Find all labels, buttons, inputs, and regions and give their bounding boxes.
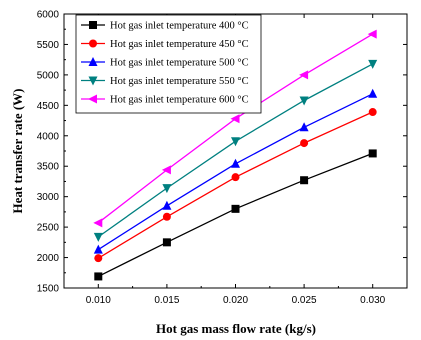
- legend: Hot gas inlet temperature 400 °C Hot gas …: [75, 14, 262, 114]
- data-point: [368, 88, 378, 98]
- x-tick-label: 0.020: [223, 295, 248, 306]
- y-tick-label: 3500: [37, 162, 60, 173]
- y-axis-title: Heat transfer rate (W): [10, 88, 25, 213]
- x-tick-label: 0.025: [292, 295, 317, 306]
- legend-box: [75, 14, 262, 114]
- legend-label: Hot gas inlet temperature 400 °C: [110, 21, 249, 32]
- y-tick-label: 3000: [37, 192, 60, 203]
- y-tick-label: 5000: [37, 70, 60, 81]
- y-tick-label: 4000: [37, 131, 60, 142]
- y-axis: 1500 2000 2500 3000 3500 4000 4500 5000 5500 6000: [37, 10, 407, 295]
- legend-marker: [88, 76, 98, 86]
- data-point: [230, 114, 240, 124]
- data-point: [368, 108, 377, 117]
- legend-label: Hot gas inlet temperature 600 °C: [110, 95, 249, 106]
- data-point: [367, 29, 377, 39]
- series-4: [93, 29, 377, 228]
- data-point: [368, 59, 378, 69]
- series-line: [97, 111, 373, 259]
- legend-marker: [88, 57, 98, 66]
- y-tick-label: 1500: [37, 284, 60, 295]
- data-point: [161, 165, 171, 175]
- data-point: [94, 272, 103, 281]
- x-tick-label: 0.010: [86, 295, 111, 306]
- series-3: [93, 59, 378, 242]
- data-point: [231, 137, 240, 147]
- data-point: [94, 254, 103, 263]
- y-tick-label: 6000: [37, 10, 60, 21]
- data-point: [93, 232, 103, 242]
- data-point: [299, 70, 309, 80]
- legend-label: Hot gas inlet temperature 550 °C: [110, 76, 249, 87]
- data-point: [162, 200, 172, 210]
- data-point: [299, 96, 309, 106]
- legend-label: Hot gas inlet temperature 500 °C: [110, 58, 249, 69]
- legend-marker: [88, 94, 97, 104]
- series-0: [94, 149, 377, 281]
- x-tick-label: 0.015: [154, 295, 179, 306]
- data-point: [300, 176, 309, 185]
- data-point: [93, 244, 103, 254]
- data-point: [231, 158, 240, 168]
- data-point: [162, 238, 171, 247]
- x-tick-label: 0.030: [360, 295, 385, 306]
- data-point: [231, 173, 240, 182]
- legend-label: Hot gas inlet temperature 450 °C: [110, 39, 249, 50]
- data-point: [162, 212, 171, 221]
- y-tick-label: 5500: [37, 40, 60, 51]
- legend-marker: [89, 21, 97, 29]
- data-point: [300, 139, 309, 148]
- y-tick-label: 2500: [37, 223, 60, 234]
- legend-marker: [89, 39, 97, 48]
- series-layer: [93, 29, 378, 281]
- data-point: [93, 218, 103, 228]
- data-point: [299, 122, 309, 132]
- data-point: [162, 184, 172, 194]
- data-point: [368, 149, 377, 158]
- series-1: [94, 108, 377, 263]
- y-tick-label: 4500: [37, 101, 60, 112]
- series-2: [93, 88, 378, 254]
- y-tick-label: 2000: [37, 253, 60, 264]
- series-line: [98, 152, 373, 277]
- x-axis-title: Hot gas mass flow rate (kg/s): [156, 321, 316, 336]
- data-point: [231, 204, 240, 213]
